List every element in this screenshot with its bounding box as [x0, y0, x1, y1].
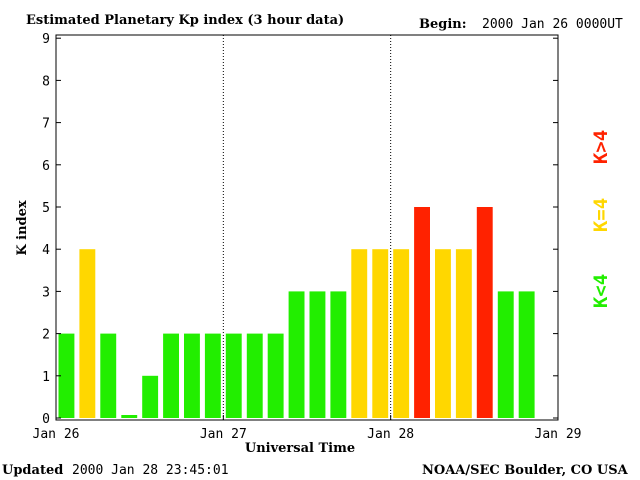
legend-equal: K=4 — [590, 198, 612, 232]
y-axis: 0 1 2 3 4 5 6 7 8 9 — [42, 32, 558, 427]
kp-bar — [204, 333, 221, 418]
y-tick-label: 5 — [42, 201, 50, 216]
kp-bar — [246, 333, 263, 418]
y-axis-label: K index — [15, 200, 30, 256]
kp-bar — [351, 249, 368, 418]
kp-bar — [372, 249, 389, 418]
kp-bar — [435, 249, 451, 418]
kp-bar — [414, 207, 430, 418]
kp-bar — [184, 333, 200, 418]
x-axis: Jan 26 Jan 27 Jan 28 Jan 29 — [33, 415, 582, 442]
kp-bar — [309, 291, 326, 418]
kp-bar — [476, 207, 493, 418]
kp-bar — [288, 291, 305, 418]
kp-bar — [497, 291, 514, 418]
begin-value: 2000 Jan 26 0000UT — [482, 17, 623, 32]
kp-bar — [393, 249, 410, 418]
updated-value: 2000 Jan 28 23:45:01 — [72, 463, 229, 478]
kp-bar — [121, 415, 138, 418]
source-credit: NOAA/SEC Boulder, CO USA — [422, 463, 629, 478]
kp-bar — [518, 291, 535, 418]
chart-title: Estimated Planetary Kp index (3 hour dat… — [26, 13, 344, 28]
kp-bar — [163, 333, 179, 418]
legend-high: K>4 — [590, 130, 612, 164]
kp-bar — [330, 291, 347, 418]
y-tick-label: 9 — [42, 32, 50, 47]
kp-bar — [267, 333, 284, 418]
legend-low: K<4 — [590, 274, 612, 308]
day-separators — [222, 35, 392, 420]
y-tick-label: 6 — [42, 159, 50, 174]
y-tick-label: 0 — [42, 412, 50, 427]
y-tick-label: 4 — [42, 243, 50, 258]
x-tick-label: Jan 27 — [200, 427, 247, 442]
kp-bar — [225, 333, 242, 418]
updated-label: Updated — [2, 463, 63, 478]
kp-bar — [142, 375, 159, 418]
x-tick-label: Jan 28 — [367, 427, 414, 442]
kp-bar — [455, 249, 472, 418]
x-axis-label: Universal Time — [245, 441, 355, 456]
y-tick-label: 2 — [42, 328, 50, 343]
y-tick-label: 8 — [42, 74, 50, 89]
y-tick-label: 1 — [42, 370, 50, 385]
x-tick-label: Jan 26 — [33, 427, 80, 442]
kp-bar — [58, 333, 75, 418]
y-tick-label: 7 — [42, 117, 50, 132]
kp-bar — [100, 333, 117, 418]
kp-bar — [79, 249, 96, 418]
x-tick-label: Jan 29 — [535, 427, 582, 442]
y-tick-label: 3 — [42, 285, 50, 300]
begin-label: Begin: — [419, 17, 467, 32]
plot-frame — [55, 34, 559, 421]
bars-group — [58, 207, 535, 418]
